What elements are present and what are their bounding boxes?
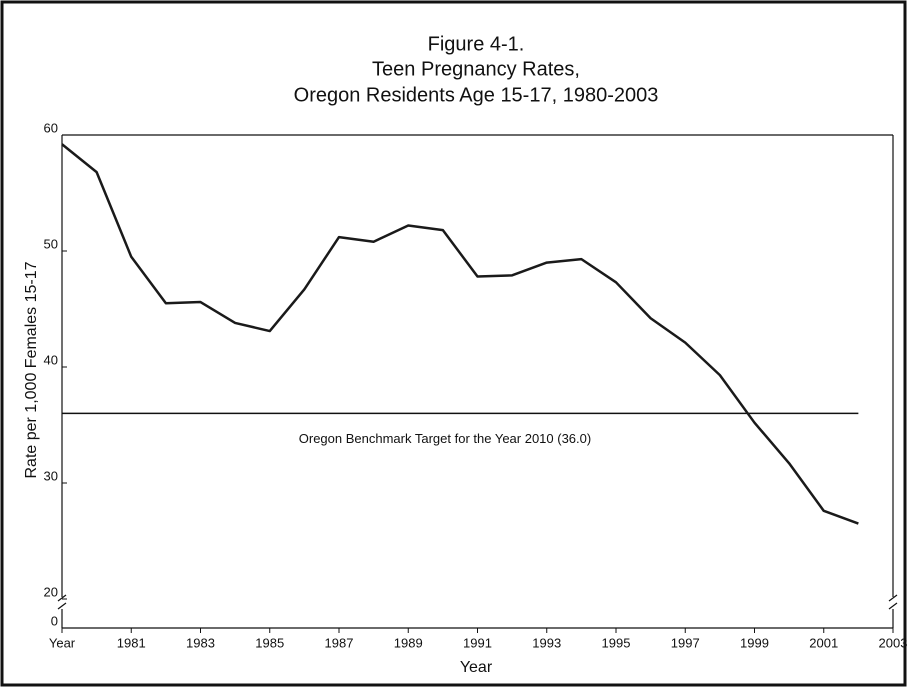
chart-title: Oregon Residents Age 15-17, 1980-2003 [294,84,659,106]
y-tick-label: 30 [44,468,58,483]
data-line [61,143,859,525]
x-tick-label: 1985 [255,635,284,650]
y-tick-label: 0 [51,613,58,628]
x-tick-label: 1993 [532,635,561,650]
axis-break [57,594,67,602]
x-tick-label: 1981 [117,635,146,650]
y-axis-label: Rate per 1,000 Females 15-17 [23,261,40,478]
axis-break [57,602,67,610]
x-tick-label: 1983 [186,635,215,650]
x-tick-label: 1997 [671,635,700,650]
axis-break [888,594,898,602]
y-tick-label: 60 [44,120,58,135]
chart-title: Figure 4-1. [428,33,525,55]
y-tick-label: 50 [44,236,58,251]
y-tick-label: 20 [44,584,58,599]
axis-break [888,602,898,610]
x-tick-label: 1999 [740,635,769,650]
x-tick-label: 2001 [809,635,838,650]
x-tick-label: 2003 [879,635,907,650]
reference-label: Oregon Benchmark Target for the Year 201… [299,431,591,446]
chart-title: Teen Pregnancy Rates, [372,58,580,80]
x-tick-label: 1987 [325,635,354,650]
x-axis-label: Year [460,659,493,676]
x-tick-label: 1989 [394,635,423,650]
x-tick-label: 1991 [463,635,492,650]
x-tick-label: Year [49,635,76,650]
y-tick-label: 40 [44,352,58,367]
x-tick-label: 1995 [602,635,631,650]
